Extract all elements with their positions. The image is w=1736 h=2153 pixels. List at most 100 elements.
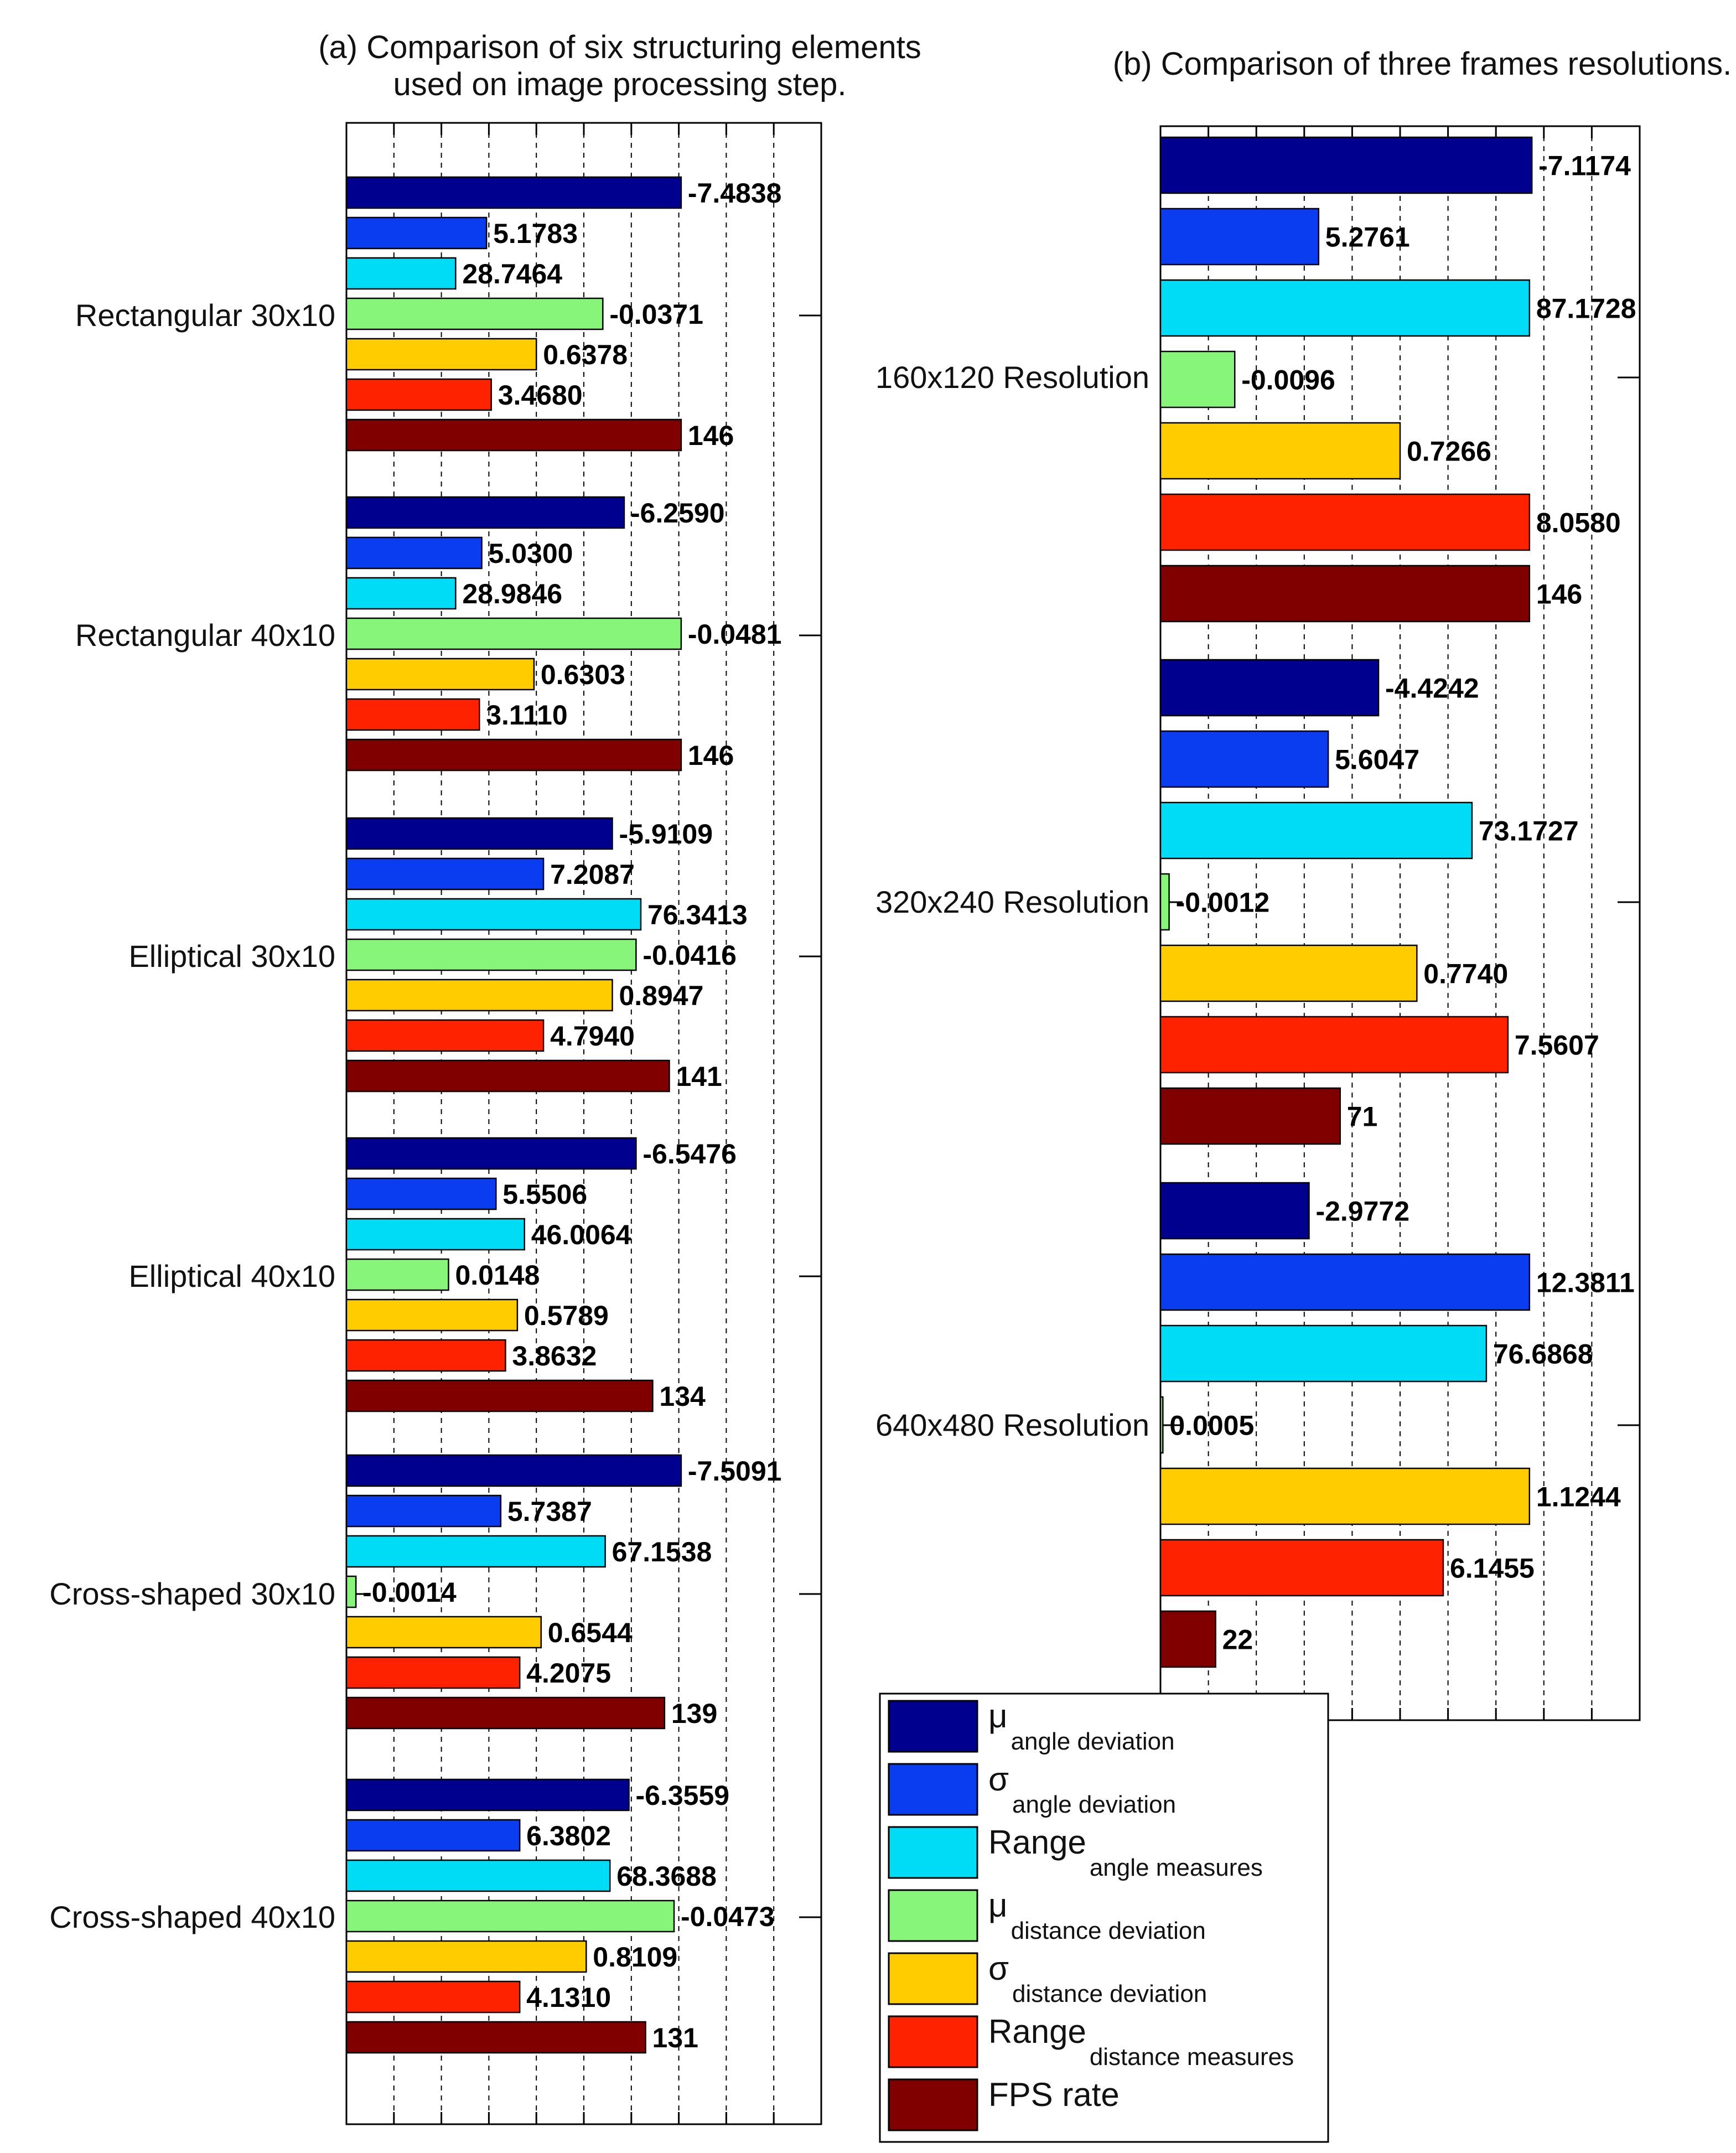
category-label: Cross-shaped 40x10 (49, 1900, 335, 1934)
bar-fps (1159, 565, 1531, 623)
legend-label: Rangeangle measures (988, 1824, 1263, 1881)
category-label: Elliptical 30x10 (128, 939, 335, 974)
data-label: -0.0371 (609, 299, 703, 330)
bar-mu-distance (345, 1575, 357, 1608)
chart-panel-b: (b) Comparison of three frames resolutio… (875, 46, 1732, 1721)
data-label: 76.3413 (647, 899, 748, 930)
data-label: -2.9772 (1315, 1196, 1409, 1227)
data-label: -7.4838 (688, 178, 782, 209)
bar-fps (345, 2021, 646, 2054)
bar-mu-angle (1159, 659, 1380, 717)
bar-range-angle (345, 898, 642, 931)
legend-swatch (888, 2015, 978, 2068)
bar-range-distance (345, 1656, 521, 1689)
data-label: 5.0300 (489, 538, 573, 569)
chart-b-category-labels: 160x120 Resolution 320x240 Resolution 640x… (875, 360, 1149, 1442)
data-label: 4.1310 (526, 1982, 611, 2013)
data-label: 28.9846 (462, 578, 562, 609)
data-label: -0.0014 (362, 1577, 457, 1608)
bar-sigma-distance (345, 338, 537, 371)
category-label: Rectangular 30x10 (75, 298, 335, 333)
category-label: Rectangular 40x10 (75, 618, 335, 653)
chart-a-value-labels: -7.4838 5.1783 28.7464 -0.0371 0.6378 3.4680 1… (362, 178, 781, 2053)
bar-mu-angle (345, 176, 682, 209)
bar-mu-distance (1159, 873, 1170, 931)
data-label: 46.0064 (531, 1219, 631, 1250)
bar-fps (345, 1379, 654, 1412)
bar-sigma-distance (345, 1616, 542, 1649)
data-label: 4.2075 (526, 1658, 611, 1689)
data-label: 12.3811 (1536, 1267, 1635, 1298)
bar-sigma-distance (345, 658, 535, 691)
data-label: 8.0580 (1536, 508, 1621, 539)
legend-label: σdistance deviation (988, 1950, 1207, 2007)
data-label: 0.7740 (1423, 959, 1508, 990)
bar-sigma-distance (1159, 944, 1418, 1002)
data-label: 6.3802 (526, 1820, 611, 1851)
legend-label: μdistance deviation (988, 1887, 1206, 1944)
category-label: 640x480 Resolution (875, 1407, 1149, 1442)
data-label: -0.0481 (688, 619, 782, 650)
data-label: 139 (671, 1698, 717, 1729)
bar-fps (345, 418, 682, 452)
bar-sigma-angle (345, 1494, 502, 1528)
data-label: 0.8109 (593, 1942, 677, 1973)
bar-sigma-distance (345, 1940, 587, 1973)
bar-mu-angle (345, 1778, 630, 1812)
bar-range-angle (345, 577, 457, 610)
data-label: 5.2761 (1325, 222, 1410, 253)
data-label: 146 (688, 420, 734, 451)
legend-swatch (888, 1952, 978, 2005)
data-label: 3.1110 (486, 700, 567, 731)
data-label: 3.4680 (498, 380, 583, 411)
data-label: 5.1783 (493, 218, 578, 249)
data-label: 4.7940 (550, 1021, 635, 1052)
bar-sigma-angle (345, 536, 483, 570)
bar-sigma-angle (1159, 1253, 1531, 1311)
bar-fps (345, 1696, 666, 1730)
data-label: 146 (688, 740, 734, 771)
legend-swatch (888, 2078, 978, 2131)
data-label: 73.1727 (1479, 816, 1579, 847)
bar-sigma-distance (345, 979, 613, 1012)
chart-b-value-labels: -7.1174 5.2761 87.1728 -0.0096 0.7266 8.0580 1… (1169, 151, 1636, 1655)
data-label: 28.7464 (462, 258, 562, 289)
bar-range-angle (345, 257, 457, 290)
bar-mu-distance (345, 1900, 675, 1933)
data-label: 134 (659, 1381, 706, 1412)
bar-range-distance (345, 378, 492, 411)
data-label: -6.3559 (636, 1780, 730, 1811)
category-label: 160x120 Resolution (875, 360, 1149, 395)
bar-mu-distance (345, 297, 604, 330)
data-label: 7.5607 (1515, 1030, 1599, 1061)
bar-sigma-angle (345, 857, 545, 891)
bar-mu-angle (1159, 136, 1533, 194)
bar-range-angle (1159, 1324, 1488, 1383)
chart-a-title-line-1: (a) Comparison of six structuring elemen… (318, 29, 921, 65)
data-label: 22 (1222, 1624, 1253, 1655)
data-label: -0.0096 (1241, 365, 1335, 396)
bar-range-angle (345, 1535, 606, 1568)
legend-label: Rangedistance measures (988, 2013, 1294, 2071)
legend-label: μangle deviation (988, 1697, 1175, 1755)
bar-fps (1159, 1610, 1216, 1668)
legend-label: FPS rate (988, 2076, 1120, 2113)
bar-mu-angle (345, 496, 625, 529)
bar-fps (345, 738, 682, 772)
chart-b-title: (b) Comparison of three frames resolutio… (1113, 46, 1732, 82)
bar-range-angle (1159, 279, 1531, 337)
bar-sigma-angle (345, 1177, 497, 1210)
data-label: -6.2590 (631, 498, 725, 529)
bar-range-angle (1159, 801, 1473, 860)
data-label: 3.8632 (512, 1341, 597, 1371)
data-label: -6.5476 (642, 1138, 737, 1169)
bar-mu-distance (345, 1258, 449, 1291)
bar-mu-angle (345, 817, 613, 850)
data-label: 131 (652, 2022, 698, 2053)
bar-sigma-angle (345, 216, 488, 250)
chart-a-bars (345, 176, 682, 2054)
data-label: 0.6303 (541, 659, 625, 690)
data-label: -0.0416 (642, 940, 737, 971)
data-label: 67.1538 (612, 1536, 712, 1567)
